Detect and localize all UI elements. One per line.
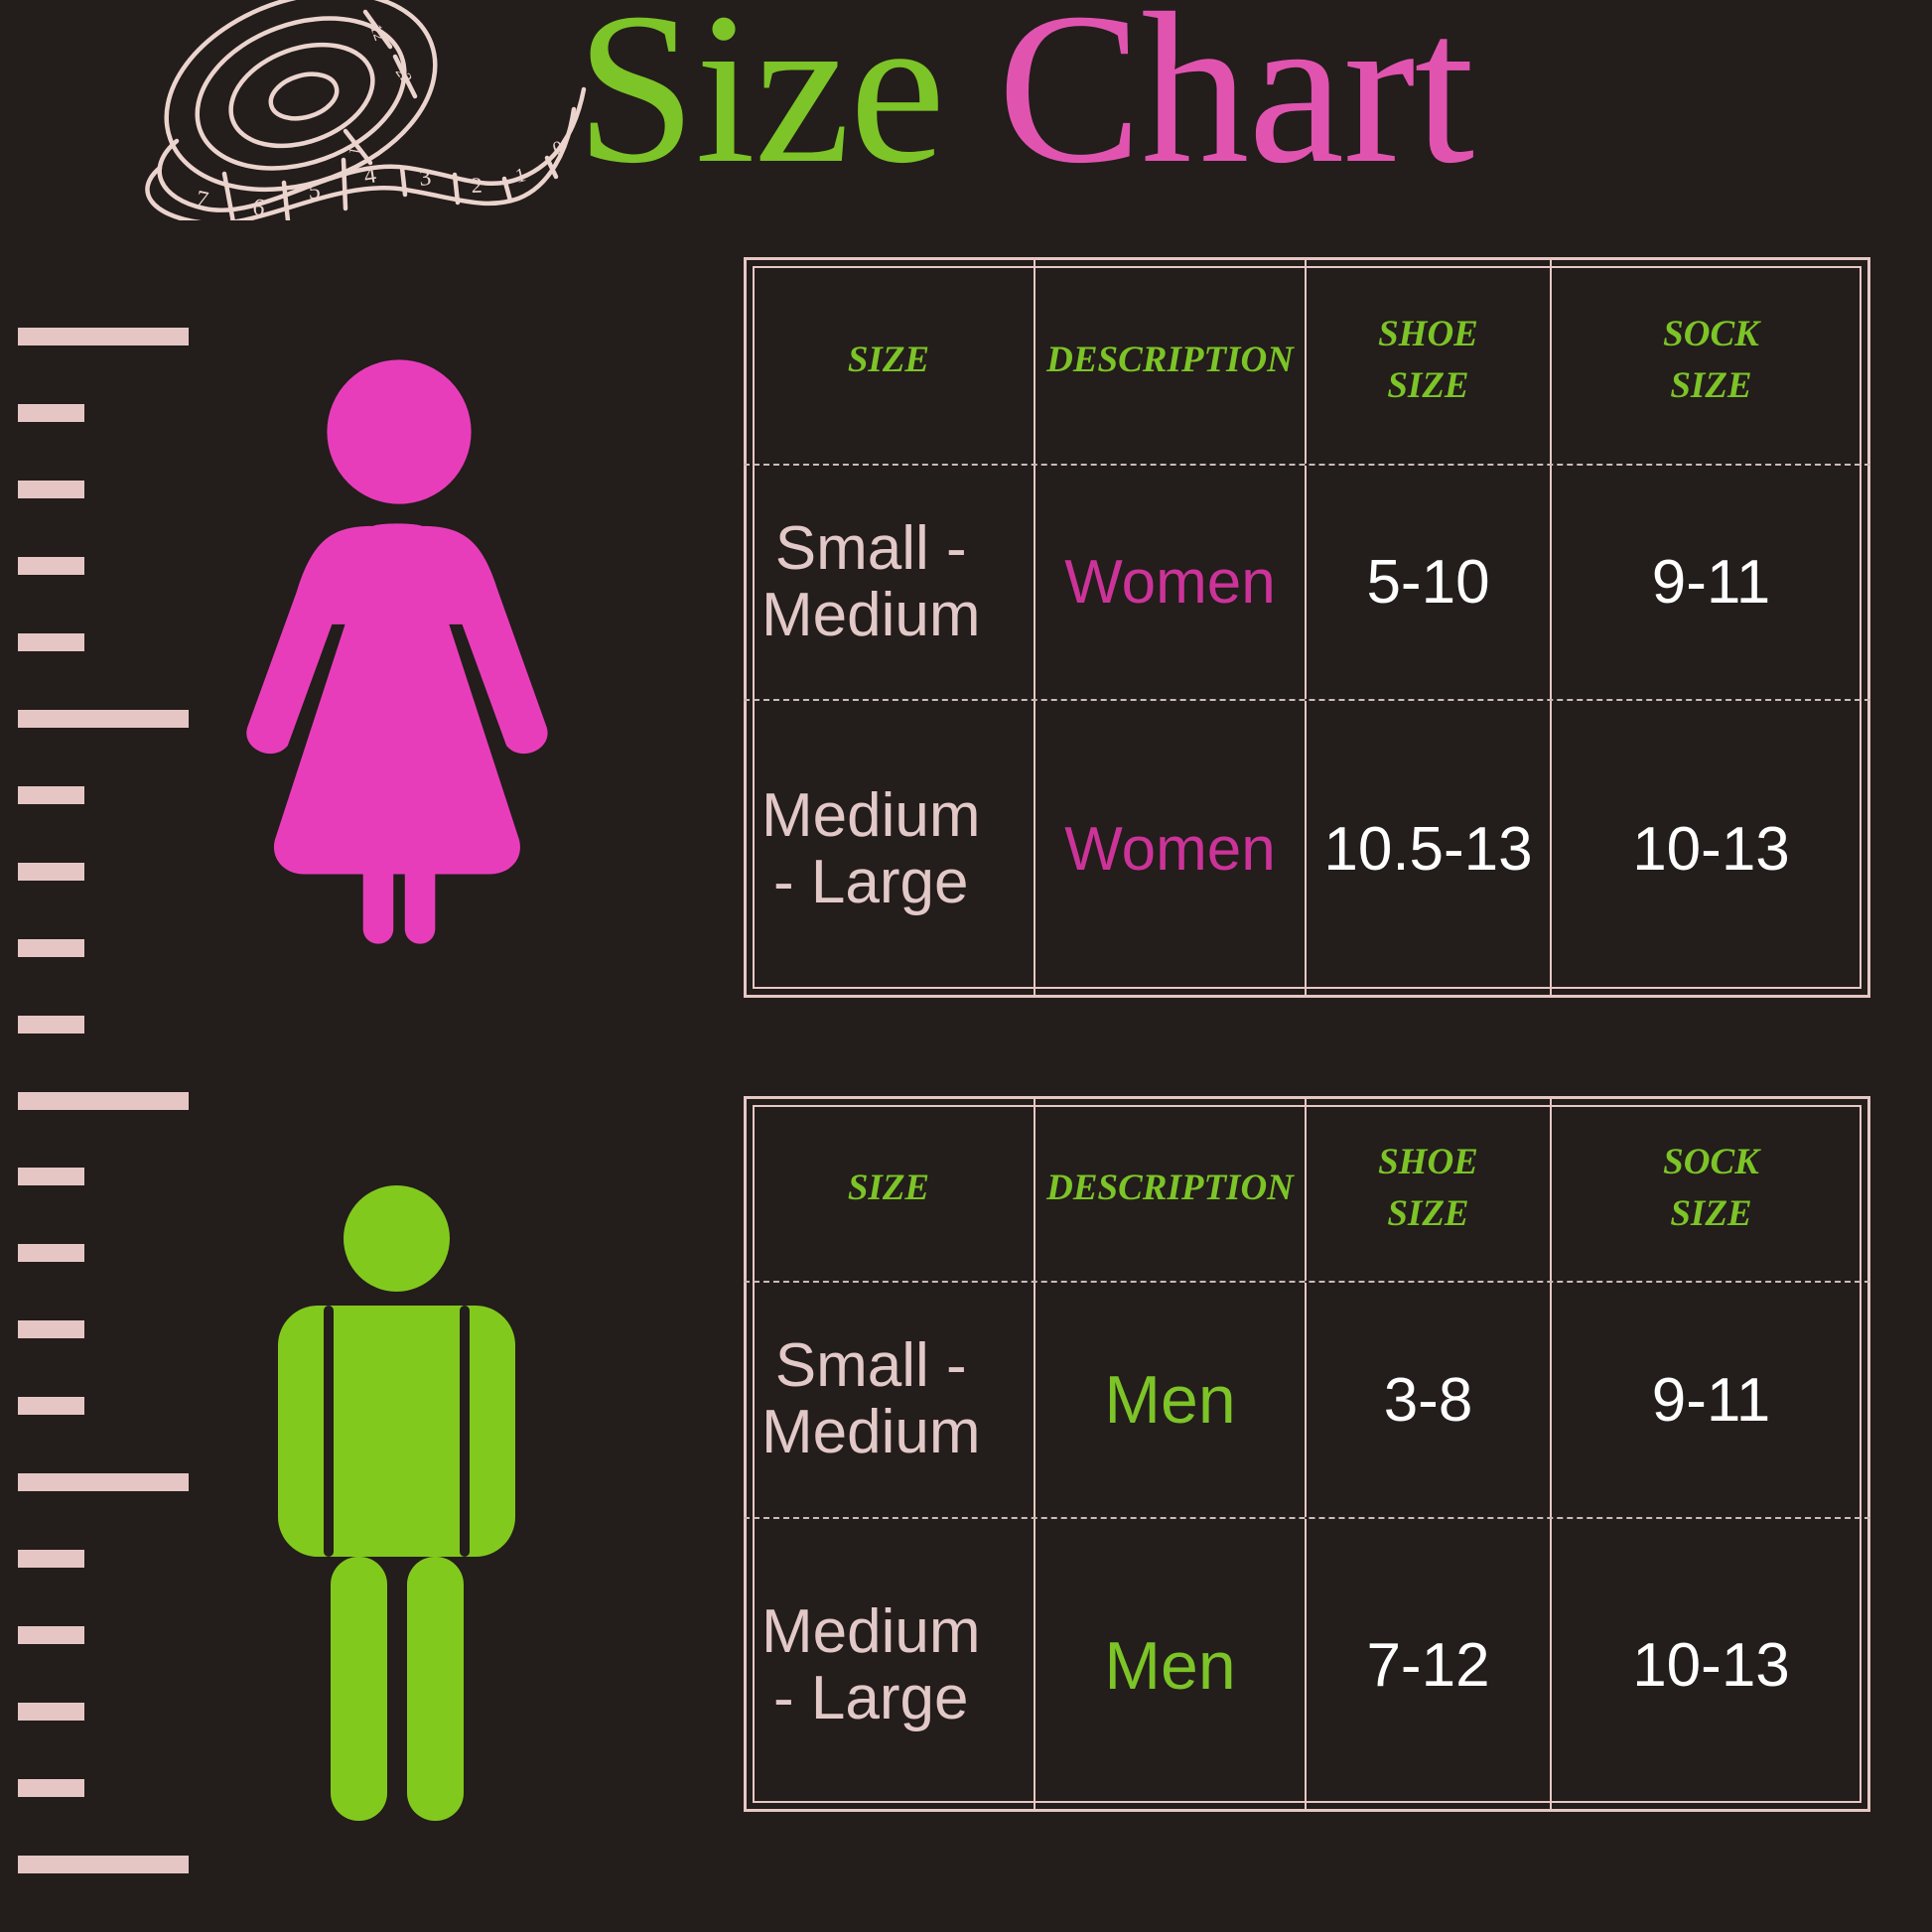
svg-text:22: 22 <box>392 65 415 87</box>
svg-text:3: 3 <box>418 165 433 192</box>
svg-text:6: 6 <box>251 195 265 220</box>
svg-text:5: 5 <box>308 178 321 205</box>
svg-text:1: 1 <box>345 145 363 156</box>
svg-text:2: 2 <box>471 173 483 198</box>
